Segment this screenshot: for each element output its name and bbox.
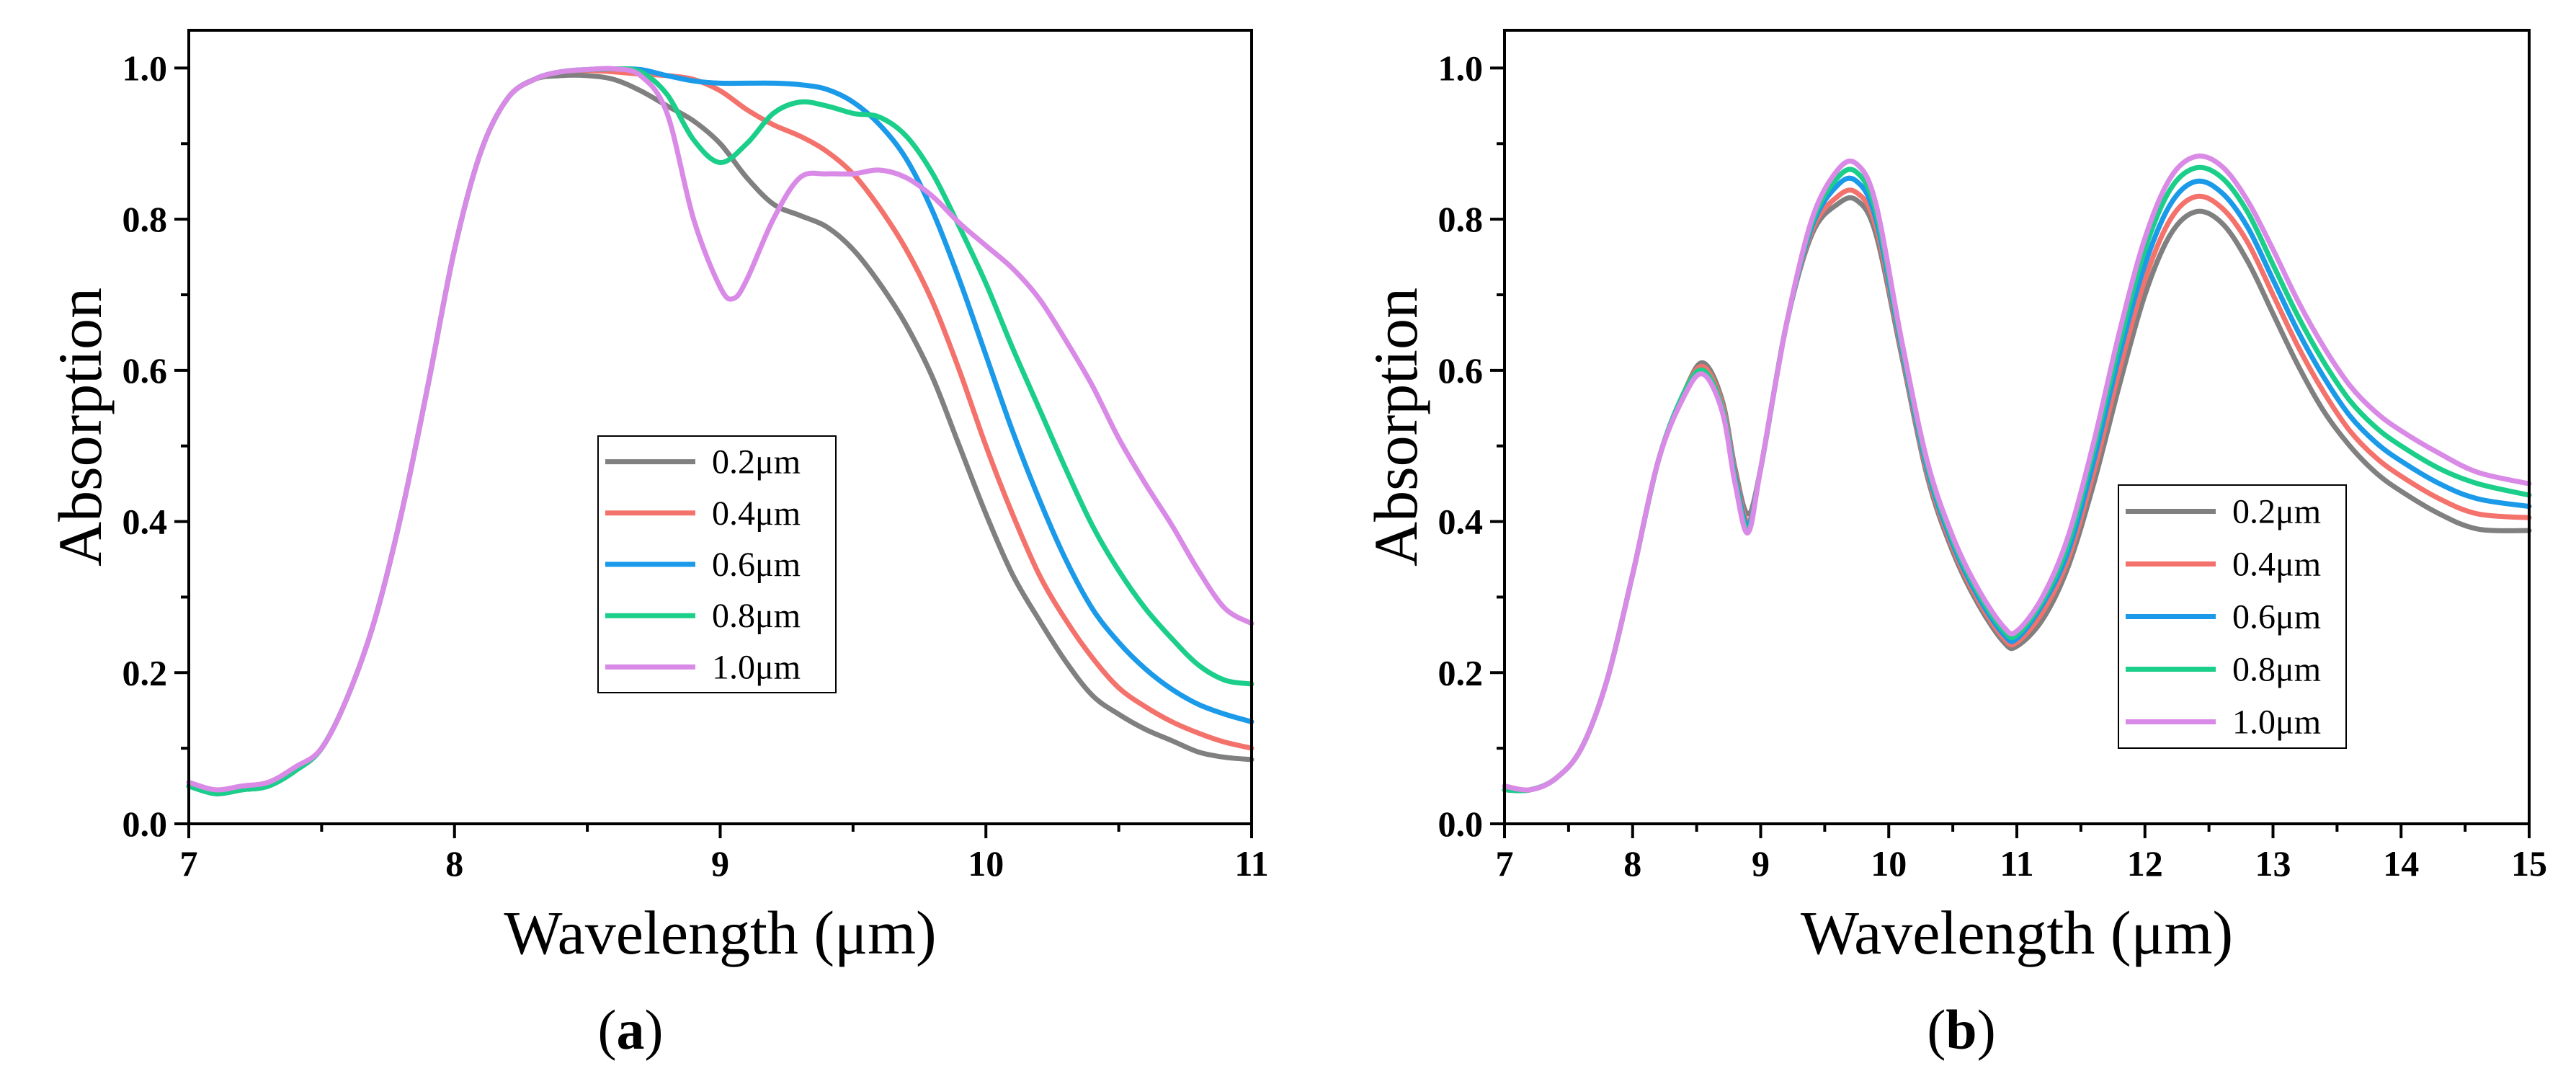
legend-label: 0.8μm <box>712 597 801 635</box>
y-tick-label: 0.4 <box>122 502 168 542</box>
legend-label: 0.6μm <box>2232 598 2321 636</box>
legend: 0.2μm 0.4μm 0.6μm 0.8μm 1.0μm <box>597 435 837 693</box>
x-tick-label: 8 <box>1623 843 1641 884</box>
legend-label: 0.6μm <box>712 546 801 584</box>
series-line-0.8μm <box>1502 164 2532 794</box>
y-tick-label: 0.8 <box>122 199 168 239</box>
x-tick-label: 11 <box>1234 843 1268 884</box>
x-tick-label: 14 <box>2383 843 2419 884</box>
y-tick-label: 0.4 <box>1438 502 1484 542</box>
legend-label: 0.4μm <box>712 494 801 533</box>
y-tick-label: 0.8 <box>1438 199 1484 239</box>
legend-label: 1.0μm <box>712 648 801 686</box>
x-tick-label: 7 <box>180 843 198 884</box>
caption-close: ) <box>645 998 664 1061</box>
x-tick-label: 10 <box>968 843 1004 884</box>
x-tick-label: 13 <box>2255 843 2291 884</box>
panel-caption: (b) <box>1927 998 1995 1061</box>
y-tick-label: 1.0 <box>122 48 168 88</box>
y-tick-label: 0.2 <box>1438 652 1484 693</box>
caption-open: ( <box>1927 998 1946 1061</box>
y-tick-label: 0.6 <box>122 350 168 391</box>
x-tick-label: 11 <box>2000 843 2033 884</box>
y-axis-title: Absorption <box>1361 288 1430 567</box>
x-tick-label: 9 <box>711 843 729 884</box>
legend-label: 1.0μm <box>2232 703 2321 742</box>
series-line-0.2μm <box>1502 195 2532 794</box>
caption-letter: a <box>617 998 645 1061</box>
x-tick-label: 7 <box>1496 843 1514 884</box>
x-axis-title: Wavelength (μm) <box>504 898 936 967</box>
chart-panel-a: 7 8 9 10 11 0.0 0.2 0.4 0.6 0.8 1.0 Wavelength (μm)… <box>45 29 1269 1061</box>
y-tick-label: 1.0 <box>1438 48 1484 88</box>
series-line-0.4μm <box>1502 187 2532 794</box>
legend-label: 0.8μm <box>2232 651 2321 689</box>
x-axis-title: Wavelength (μm) <box>1801 898 2233 967</box>
caption-letter: b <box>1946 998 1976 1061</box>
x-tick-label: 15 <box>2511 843 2547 884</box>
series-line-0.6μm <box>1502 175 2532 794</box>
x-tick-label: 10 <box>1871 843 1907 884</box>
legend-label: 0.2μm <box>2232 493 2321 531</box>
x-tick-label: 9 <box>1752 843 1770 884</box>
series-line-1.0μm <box>186 66 1254 793</box>
chart-panel-b: 7 8 9 10 11 12 13 14 15 0.0 0.2 0.4 0.6 0.8 1.0 Wavelen… <box>1361 29 2547 1061</box>
y-tick-label: 0.0 <box>1438 804 1484 844</box>
y-tick-label: 0.2 <box>122 652 168 693</box>
plot-frame <box>187 29 1253 825</box>
series-line-1.0μm <box>1502 154 2532 793</box>
legend-label: 0.4μm <box>2232 546 2321 584</box>
legend: 0.2μm 0.4μm 0.6μm 0.8μm 1.0μm <box>2118 484 2347 749</box>
legend-label: 0.2μm <box>712 443 801 481</box>
x-tick-label: 12 <box>2127 843 2163 884</box>
x-tick-label: 8 <box>445 843 463 884</box>
y-tick-label: 0.6 <box>1438 350 1484 391</box>
caption-close: ) <box>1977 998 1996 1061</box>
y-tick-label: 0.0 <box>122 804 168 844</box>
caption-open: ( <box>598 998 617 1061</box>
panel-caption: (a) <box>598 998 664 1061</box>
y-axis-title: Absorption <box>45 288 115 567</box>
